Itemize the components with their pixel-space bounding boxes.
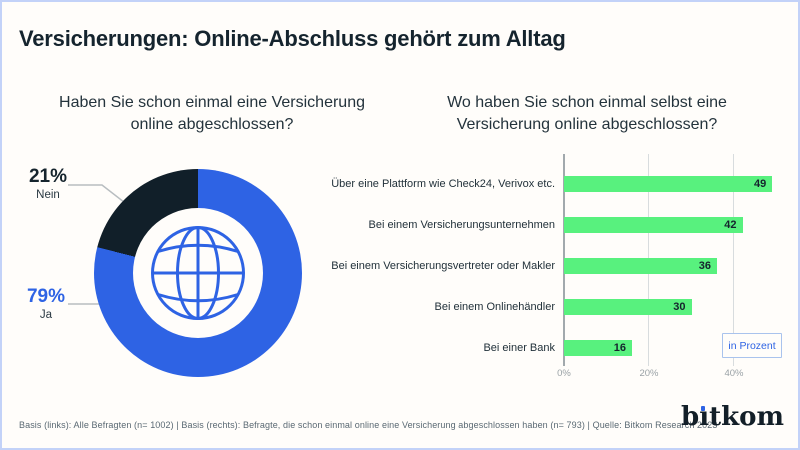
- bar-fill: 42: [564, 217, 743, 233]
- bar-category-label: Bei einem Onlinehändler: [434, 301, 555, 313]
- logo-part: tkom: [709, 402, 784, 432]
- bitkom-logo: bı tkom: [681, 403, 784, 432]
- bar-category-label: Bei einer Bank: [483, 342, 555, 354]
- bar-question: Wo haben Sie schon einmal selbst eine Ve…: [447, 94, 727, 133]
- bar-value-label: 49: [754, 178, 767, 190]
- logo-dotless-i: ı: [699, 402, 710, 432]
- bar-row: Über eine Plattform wie Check24, Verivox…: [331, 176, 794, 192]
- x-tick-label: 0%: [557, 368, 571, 379]
- bar-category-label: Bei einem Versicherungsvertreter oder Ma…: [331, 260, 555, 272]
- logo-i-dot-icon: [700, 406, 706, 411]
- bar-category-label: Über eine Plattform wie Check24, Verivox…: [331, 178, 555, 190]
- bar-chart: 0% 20% 40% Über eine Plattform wie Check24,…: [331, 154, 794, 402]
- donut-ring: [94, 169, 302, 377]
- bar-value-label: 16: [613, 342, 626, 354]
- bar-value-label: 42: [724, 219, 737, 231]
- callout-ja: 79% Ja: [15, 286, 77, 321]
- page-title: Versicherungen: Online-Abschluss gehört …: [19, 26, 566, 51]
- bar-category-label: Bei einem Versicherungsunternehmen: [368, 219, 555, 231]
- x-tick-label: 20%: [639, 368, 659, 379]
- bar-value-label: 36: [698, 260, 711, 272]
- bar-fill: 16: [564, 340, 632, 356]
- logo-part: b: [681, 402, 700, 432]
- bar-fill: 36: [564, 258, 717, 274]
- bar-fill: 49: [564, 176, 773, 192]
- bar-value-label: 30: [673, 301, 686, 313]
- donut-chart: 21% Nein 79% Ja: [2, 160, 354, 392]
- bar-row: Bei einem Versicherungsvertreter oder Ma…: [331, 258, 794, 274]
- callout-ja-label: Ja: [39, 309, 53, 321]
- bar-row: Bei einem Versicherungsunternehmen 42: [354, 217, 794, 233]
- bar-row: Bei einem Onlinehändler 30: [354, 299, 794, 315]
- globe-icon: [151, 226, 245, 320]
- grid-line: [733, 154, 734, 366]
- callout-nein-label: Nein: [36, 189, 60, 201]
- logo-i: ı: [699, 403, 709, 432]
- footer-basis-text: Basis (links): Alle Befragten (n= 1002) …: [19, 420, 718, 430]
- bar-row: Bei einer Bank 16: [354, 340, 794, 356]
- x-tick-label: 40%: [724, 368, 744, 379]
- bar-fill: 30: [564, 299, 692, 315]
- donut-question: Haben Sie schon einmal eine Versicherung…: [59, 94, 365, 133]
- callout-nein-value: 21%: [28, 166, 68, 187]
- unit-badge: in Prozent: [722, 333, 782, 358]
- callout-ja-value: 79%: [26, 286, 66, 307]
- callout-nein: 21% Nein: [17, 166, 79, 201]
